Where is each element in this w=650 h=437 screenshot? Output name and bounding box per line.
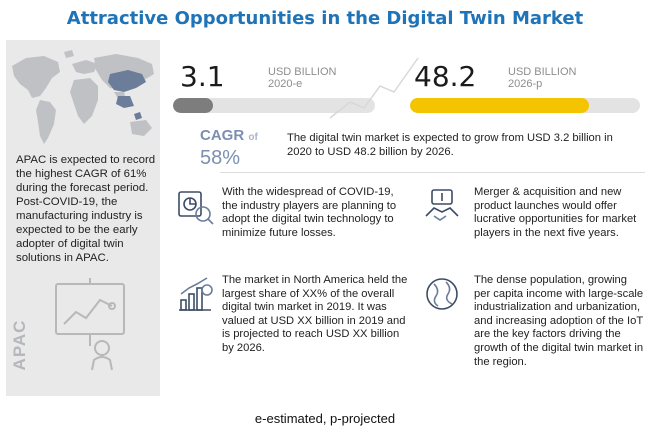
growth-chart-icon — [179, 277, 213, 311]
insight-covid: With the widespread of COVID-19, the ind… — [222, 186, 397, 239]
apac-description: APAC is expected to record the highest C… — [16, 154, 156, 264]
market-bar-2026-fill — [410, 98, 590, 113]
market-value-2026: 48.2 — [414, 60, 477, 93]
apac-panel: APAC is expected to record the highest C… — [6, 40, 160, 396]
analytics-icon — [178, 191, 214, 225]
insight-north-america: The market in North America held the lar… — [222, 274, 408, 354]
region-label: APAC — [10, 319, 29, 371]
world-map-icon — [12, 50, 154, 144]
trend-line-icon — [330, 57, 419, 119]
page-title: Attractive Opportunities in the Digital … — [66, 8, 584, 29]
cagr-value: 58% — [200, 147, 241, 169]
cagr-label: CAGR of — [200, 127, 258, 144]
market-bar-2020 — [173, 98, 375, 113]
market-unit-2020: USD BILLION 2020-e — [268, 66, 337, 90]
market-unit-2026: USD BILLION 2026-p — [508, 66, 577, 90]
presentation-board-icon — [55, 278, 125, 371]
globe-icon — [426, 278, 458, 310]
insight-merger: Merger & acquisition and new product lau… — [474, 186, 637, 239]
divider — [220, 172, 645, 173]
cagr-description: The digital twin market is expected to g… — [287, 132, 613, 158]
handshake-icon — [425, 189, 459, 221]
market-bar-2026 — [410, 98, 640, 113]
market-bar-2020-fill — [173, 98, 214, 113]
market-value-2020: 3.1 — [180, 60, 225, 93]
footnote: e-estimated, p-projected — [254, 411, 396, 426]
insight-apac-drivers: The dense population, growing per capita… — [474, 274, 644, 368]
